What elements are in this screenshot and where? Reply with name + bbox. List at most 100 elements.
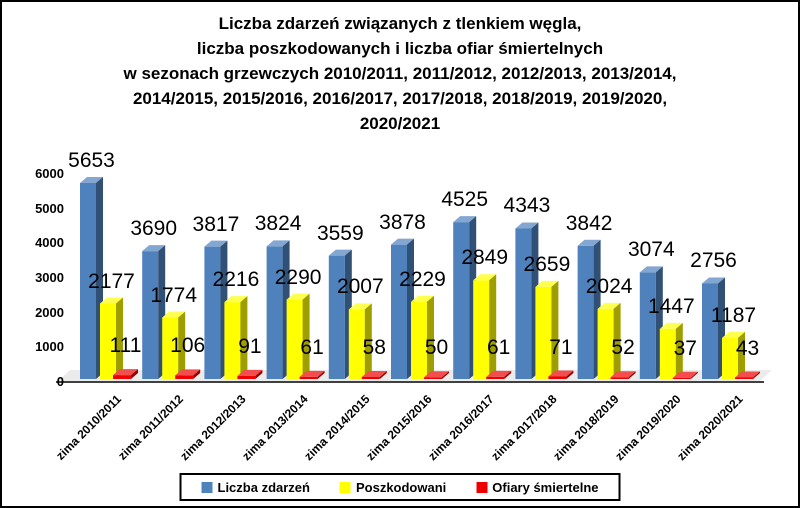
bar-top-face	[672, 371, 698, 378]
bar-liczba-zdarzen-zima-2016-2017	[453, 216, 477, 379]
bar-ofiary-smiertelne-zima-2010-2011	[113, 369, 138, 379]
data-label-liczba-zdarzen-zima-2010-2011: 5653	[68, 149, 115, 173]
bar-front-face	[113, 375, 131, 379]
data-label-liczba-zdarzen-zima-2013-2014: 3824	[254, 212, 302, 236]
bar-top-face	[142, 245, 166, 252]
bar-front-face	[411, 301, 427, 379]
bar-top-face	[597, 302, 621, 309]
bar-ofiary-smiertelne-zima-2017-2018	[548, 370, 574, 379]
data-label-liczba-zdarzen-zima-2020-2021: 2756	[690, 249, 737, 273]
bar-side-face	[753, 371, 760, 379]
legend-label: Poszkodowani	[355, 479, 447, 495]
legend-label: Ofiary śmiertelne	[492, 479, 599, 495]
data-label-liczba-zdarzen-zima-2018-2019: 3842	[565, 211, 613, 235]
bar-top-face	[722, 331, 745, 338]
bar-top-face	[453, 216, 477, 223]
bar-liczba-zdarzen-zima-2011-2012	[142, 245, 166, 379]
data-label-liczba-zdarzen-zima-2015-2016: 3878	[379, 210, 426, 234]
bar-side-face	[193, 369, 201, 379]
legend-swatch-liczba-zdarzen	[201, 481, 213, 493]
bar-liczba-zdarzen-zima-2014-2015	[328, 249, 352, 379]
bar-side-face	[379, 370, 387, 379]
bar-front-face	[224, 302, 241, 379]
bar-top-face	[237, 369, 263, 376]
legend-item-ofiary-smiertelne: Ofiary śmiertelne	[476, 480, 598, 495]
data-label-liczba-zdarzen-zima-2014-2015: 3559	[316, 221, 364, 245]
data-label-poszkodowani-zima-2011-2012: 1774	[150, 283, 198, 307]
bar-top-face	[204, 240, 228, 247]
bar-front-face	[100, 303, 116, 379]
y-tick-label: 1000	[35, 339, 64, 355]
bar-liczba-zdarzen-zima-2018-2019	[577, 239, 601, 379]
bar-poszkodowani-zima-2011-2012	[162, 311, 186, 379]
bar-front-face	[204, 246, 221, 379]
bar-liczba-zdarzen-zima-2019-2020	[639, 266, 663, 379]
bar-side-face	[240, 296, 248, 379]
bar-top-face	[486, 370, 512, 377]
bar-top-face	[286, 293, 310, 300]
bar-top-face	[113, 369, 138, 376]
data-label-ofiary-smiertelne-zima-2020-2021: 43	[735, 336, 760, 360]
bar-liczba-zdarzen-zima-2015-2016	[391, 238, 414, 379]
bar-ofiary-smiertelne-zima-2019-2020	[672, 371, 698, 379]
bar-poszkodowani-zima-2016-2017	[473, 274, 497, 379]
bar-top-face	[299, 370, 325, 377]
bar-front-face	[659, 328, 676, 379]
data-label-poszkodowani-zima-2017-2018: 2659	[523, 252, 571, 276]
bar-side-face	[566, 370, 574, 379]
bar-front-face	[142, 251, 159, 379]
bar-side-face	[690, 371, 698, 379]
data-label-ofiary-smiertelne-zima-2013-2014: 61	[300, 335, 324, 359]
bar-side-face	[442, 371, 449, 379]
bar-front-face	[672, 377, 691, 379]
bar-front-face	[577, 245, 594, 379]
bar-ofiary-smiertelne-zima-2011-2012	[175, 369, 201, 379]
bar-front-face	[473, 280, 490, 379]
bar-ofiary-smiertelne-zima-2012-2013	[237, 369, 263, 379]
chart-title-line: liczba poszkodowanych i liczba ofiar śmi…	[196, 39, 604, 58]
bar-side-face	[364, 303, 372, 379]
bar-top-face	[162, 311, 186, 318]
bar-top-face	[391, 238, 414, 245]
data-label-ofiary-smiertelne-zima-2011-2012: 106	[170, 334, 206, 358]
bar-poszkodowani-zima-2014-2015	[348, 303, 372, 379]
bar-side-face	[178, 311, 186, 379]
bar-front-face	[722, 337, 738, 379]
y-tick-label: 3000	[35, 270, 64, 285]
bar-front-face	[237, 375, 256, 379]
bar-side-face	[116, 297, 123, 379]
data-label-poszkodowani-zima-2014-2015: 2007	[336, 275, 384, 299]
bar-ofiary-smiertelne-zima-2016-2017	[486, 370, 512, 379]
bar-liczba-zdarzen-zima-2010-2011	[80, 177, 103, 379]
data-label-liczba-zdarzen-zima-2016-2017: 4525	[441, 188, 489, 212]
bar-top-face	[328, 249, 352, 256]
data-label-ofiary-smiertelne-zima-2015-2016: 50	[424, 336, 449, 360]
bar-poszkodowani-zima-2013-2014	[286, 293, 310, 379]
data-label-poszkodowani-zima-2010-2011: 2177	[88, 269, 135, 293]
legend-label: Liczba zdarzeń	[217, 479, 310, 495]
bar-front-face	[299, 376, 318, 379]
bar-side-face	[613, 302, 621, 379]
data-label-poszkodowani-zima-2015-2016: 2229	[399, 267, 446, 291]
data-label-poszkodowani-zima-2018-2019: 2024	[585, 274, 633, 298]
data-label-poszkodowani-zima-2019-2020: 1447	[647, 294, 695, 318]
bar-front-face	[348, 309, 365, 379]
data-label-ofiary-smiertelne-zima-2012-2013: 91	[238, 334, 262, 358]
bar-poszkodowani-zima-2019-2020	[659, 322, 683, 379]
bar-front-face	[515, 228, 532, 379]
bar-poszkodowani-zima-2017-2018	[535, 280, 559, 379]
data-label-ofiary-smiertelne-zima-2017-2018: 71	[549, 335, 573, 359]
bar-front-face	[610, 377, 629, 379]
bar-top-face	[548, 370, 574, 377]
bar-front-face	[80, 183, 96, 379]
legend-item-poszkodowani: Poszkodowani	[339, 479, 447, 495]
legend-swatch-ofiary-smiertelne	[476, 481, 488, 493]
chart-title-line: 2020/2021	[359, 114, 441, 133]
bar-side-face	[738, 331, 745, 379]
data-label-ofiary-smiertelne-zima-2018-2019: 52	[611, 336, 635, 360]
bar-ofiary-smiertelne-zima-2013-2014	[299, 370, 325, 379]
bar-side-face	[302, 293, 310, 379]
data-label-ofiary-smiertelne-zima-2016-2017: 61	[487, 335, 511, 359]
